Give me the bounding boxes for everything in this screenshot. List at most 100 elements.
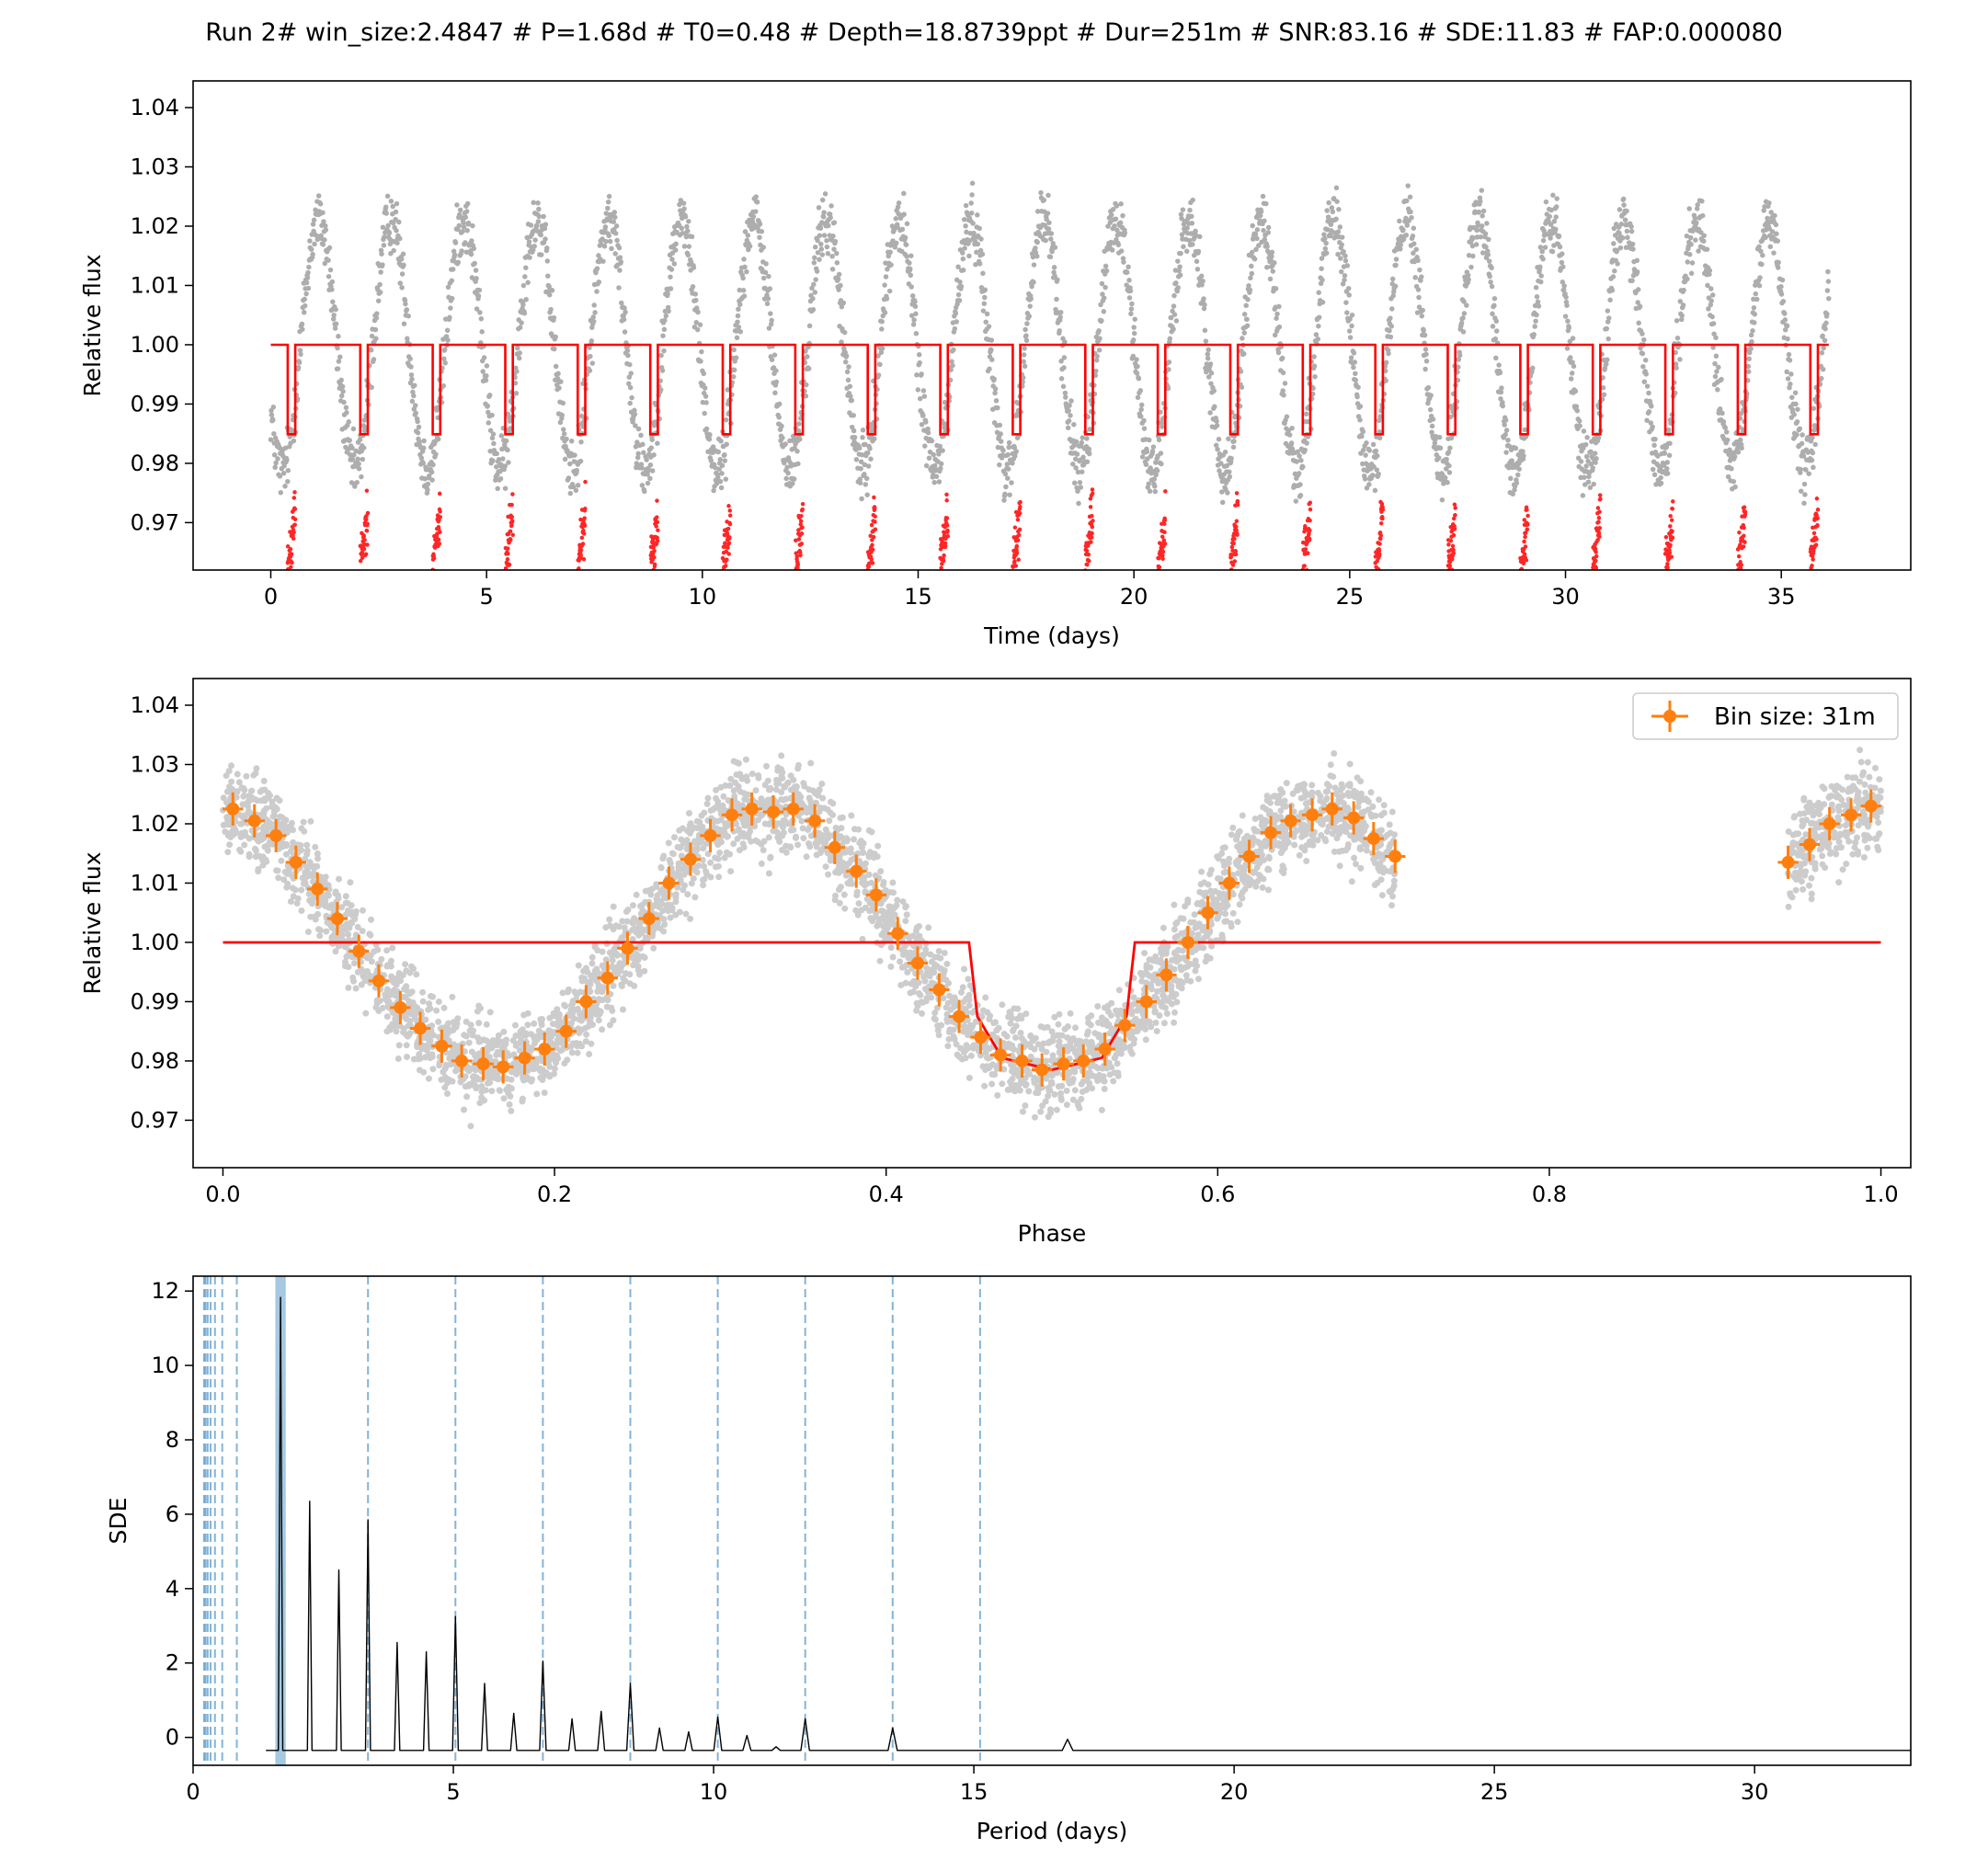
lightcurve-panel: 0 5 10 15 20 25 30 35 0.97 0.98 0.99 1.00 1.01 1.02 1.…	[79, 80, 1912, 649]
binned-point	[1799, 827, 1821, 862]
lightcurve-x-tick-label: 0	[264, 584, 278, 610]
binned-point	[658, 866, 680, 900]
binned-point	[721, 798, 743, 832]
binned-point	[244, 804, 265, 838]
binned-point	[1197, 896, 1218, 930]
binned-point	[887, 917, 908, 951]
binned-point	[307, 872, 328, 906]
binned-point	[1840, 798, 1862, 832]
phasefold-y-tick-label: 0.97	[131, 1107, 179, 1133]
lightcurve-x-tick-label: 35	[1767, 584, 1796, 610]
binned-point	[865, 878, 887, 912]
binned-point	[824, 830, 845, 864]
binned-point	[555, 1014, 577, 1048]
binned-point	[514, 1041, 535, 1075]
periodogram-y-axis-label: SDE	[105, 1498, 131, 1545]
lightcurve-y-tick-label: 1.01	[131, 272, 179, 298]
binned-point	[1342, 801, 1365, 835]
binned-point	[348, 934, 370, 968]
phasefold-y-tick-label: 1.04	[131, 692, 179, 718]
lightcurve-y-tick-label: 0.97	[131, 509, 179, 535]
binned-point	[451, 1044, 473, 1078]
periodogram-y-tick-label: 6	[166, 1501, 179, 1527]
phasefold-x-axis-label: Phase	[1018, 1220, 1087, 1247]
periodogram-line	[266, 1296, 1911, 1752]
lightcurve-y-tick-label: 0.99	[131, 391, 179, 417]
binned-point	[1136, 985, 1157, 1019]
lightcurve-model-line	[270, 343, 1829, 436]
lightcurve-x-tick-label: 10	[689, 584, 717, 610]
binned-point	[409, 1011, 431, 1045]
lightcurve-ticks: 0 5 10 15 20 25 30 35 0.97 0.98 0.99 1.00 1.01 1.02 1.…	[131, 95, 1796, 610]
binned-point	[1777, 845, 1799, 879]
periodogram-x-tick-label: 0	[186, 1779, 200, 1805]
binned-point	[1073, 1044, 1094, 1078]
periodogram-x-tick-label: 20	[1220, 1779, 1249, 1805]
phasefold-y-axis-label: Relative flux	[79, 851, 106, 994]
binned-point	[1819, 806, 1840, 841]
periodogram-x-axis-label: Period (days)	[977, 1818, 1127, 1844]
legend-frame	[1632, 692, 1899, 740]
binned-point	[1177, 925, 1199, 960]
phasefold-panel: 0.0 0.2 0.4 0.6 0.8 1.0 0.97 0.98 0.99 1.00 1.01 1.…	[79, 678, 1912, 1247]
binned-point	[1156, 958, 1177, 992]
binned-point	[783, 792, 804, 826]
binned-point	[1280, 804, 1301, 838]
binned-point	[989, 1038, 1011, 1072]
lightcurve-axes-frame	[192, 80, 1912, 571]
legend-marker	[1651, 701, 1688, 732]
lightcurve-x-tick-label: 25	[1336, 584, 1365, 610]
binned-point	[907, 946, 929, 980]
periodogram-y-tick-label: 2	[166, 1650, 179, 1676]
binned-point	[804, 804, 826, 838]
binned-point	[970, 1021, 991, 1055]
binned-point	[265, 818, 287, 852]
binned-point	[1114, 1009, 1136, 1043]
phasefold-y-tick-label: 1.00	[131, 930, 179, 955]
binned-point	[1321, 792, 1342, 826]
binned-point	[1260, 816, 1282, 850]
binned-point	[368, 964, 390, 998]
binned-point	[700, 818, 721, 852]
binned-point	[492, 1050, 514, 1084]
lightcurve-y-tick-label: 1.00	[131, 332, 179, 358]
binned-point	[326, 902, 348, 936]
lightcurve-x-tick-label: 30	[1551, 584, 1580, 610]
binned-point	[929, 973, 950, 1007]
binned-point	[762, 795, 784, 829]
binned-point	[285, 845, 306, 879]
lightcurve-x-axis-label: Time (days)	[983, 622, 1120, 649]
phasefold-y-tick-label: 1.01	[131, 870, 179, 896]
periodogram-x-tick-label: 15	[960, 1779, 988, 1805]
periodogram-panel: 0 5 10 15 20 25 30 0 2 4 6 8 10 12 Period (days) SDE	[105, 1275, 1912, 1844]
periodogram-y-tick-label: 10	[151, 1352, 179, 1378]
binned-point	[431, 1029, 452, 1063]
periodogram-y-tick-label: 4	[166, 1576, 179, 1602]
lightcurve-y-tick-label: 0.98	[131, 451, 179, 476]
phasefold-data	[220, 747, 1884, 1130]
lightcurve-data	[268, 180, 1832, 570]
figure-title: Run 2# win_size:2.4847 # P=1.68d # T0=0.…	[205, 18, 1783, 47]
periodogram-ticks: 0 5 10 15 20 25 30 0 2 4 6 8 10 12	[151, 1278, 1768, 1805]
lightcurve-intransit-points	[285, 479, 1821, 570]
binned-point	[741, 792, 762, 826]
periodogram-axes-frame	[192, 1275, 1912, 1766]
binned-point	[1301, 798, 1323, 832]
binned-point	[576, 985, 597, 1019]
phasefold-x-tick-label: 0.2	[537, 1181, 572, 1207]
binned-point	[473, 1047, 494, 1081]
lightcurve-y-tick-label: 1.03	[131, 154, 179, 180]
lightcurve-points	[268, 180, 1832, 507]
phasefold-y-tick-label: 0.99	[131, 988, 179, 1014]
binned-point	[617, 931, 638, 965]
phasefold-x-tick-label: 0.4	[869, 1181, 904, 1207]
binned-point	[1239, 839, 1260, 873]
binned-point	[223, 792, 244, 826]
lightcurve-y-axis-label: Relative flux	[79, 254, 106, 396]
phasefold-x-tick-label: 0.8	[1532, 1181, 1567, 1207]
phasefold-y-tick-label: 1.02	[131, 811, 179, 837]
binned-point	[846, 854, 867, 888]
binned-point	[1032, 1053, 1053, 1087]
binned-point	[1218, 866, 1240, 900]
